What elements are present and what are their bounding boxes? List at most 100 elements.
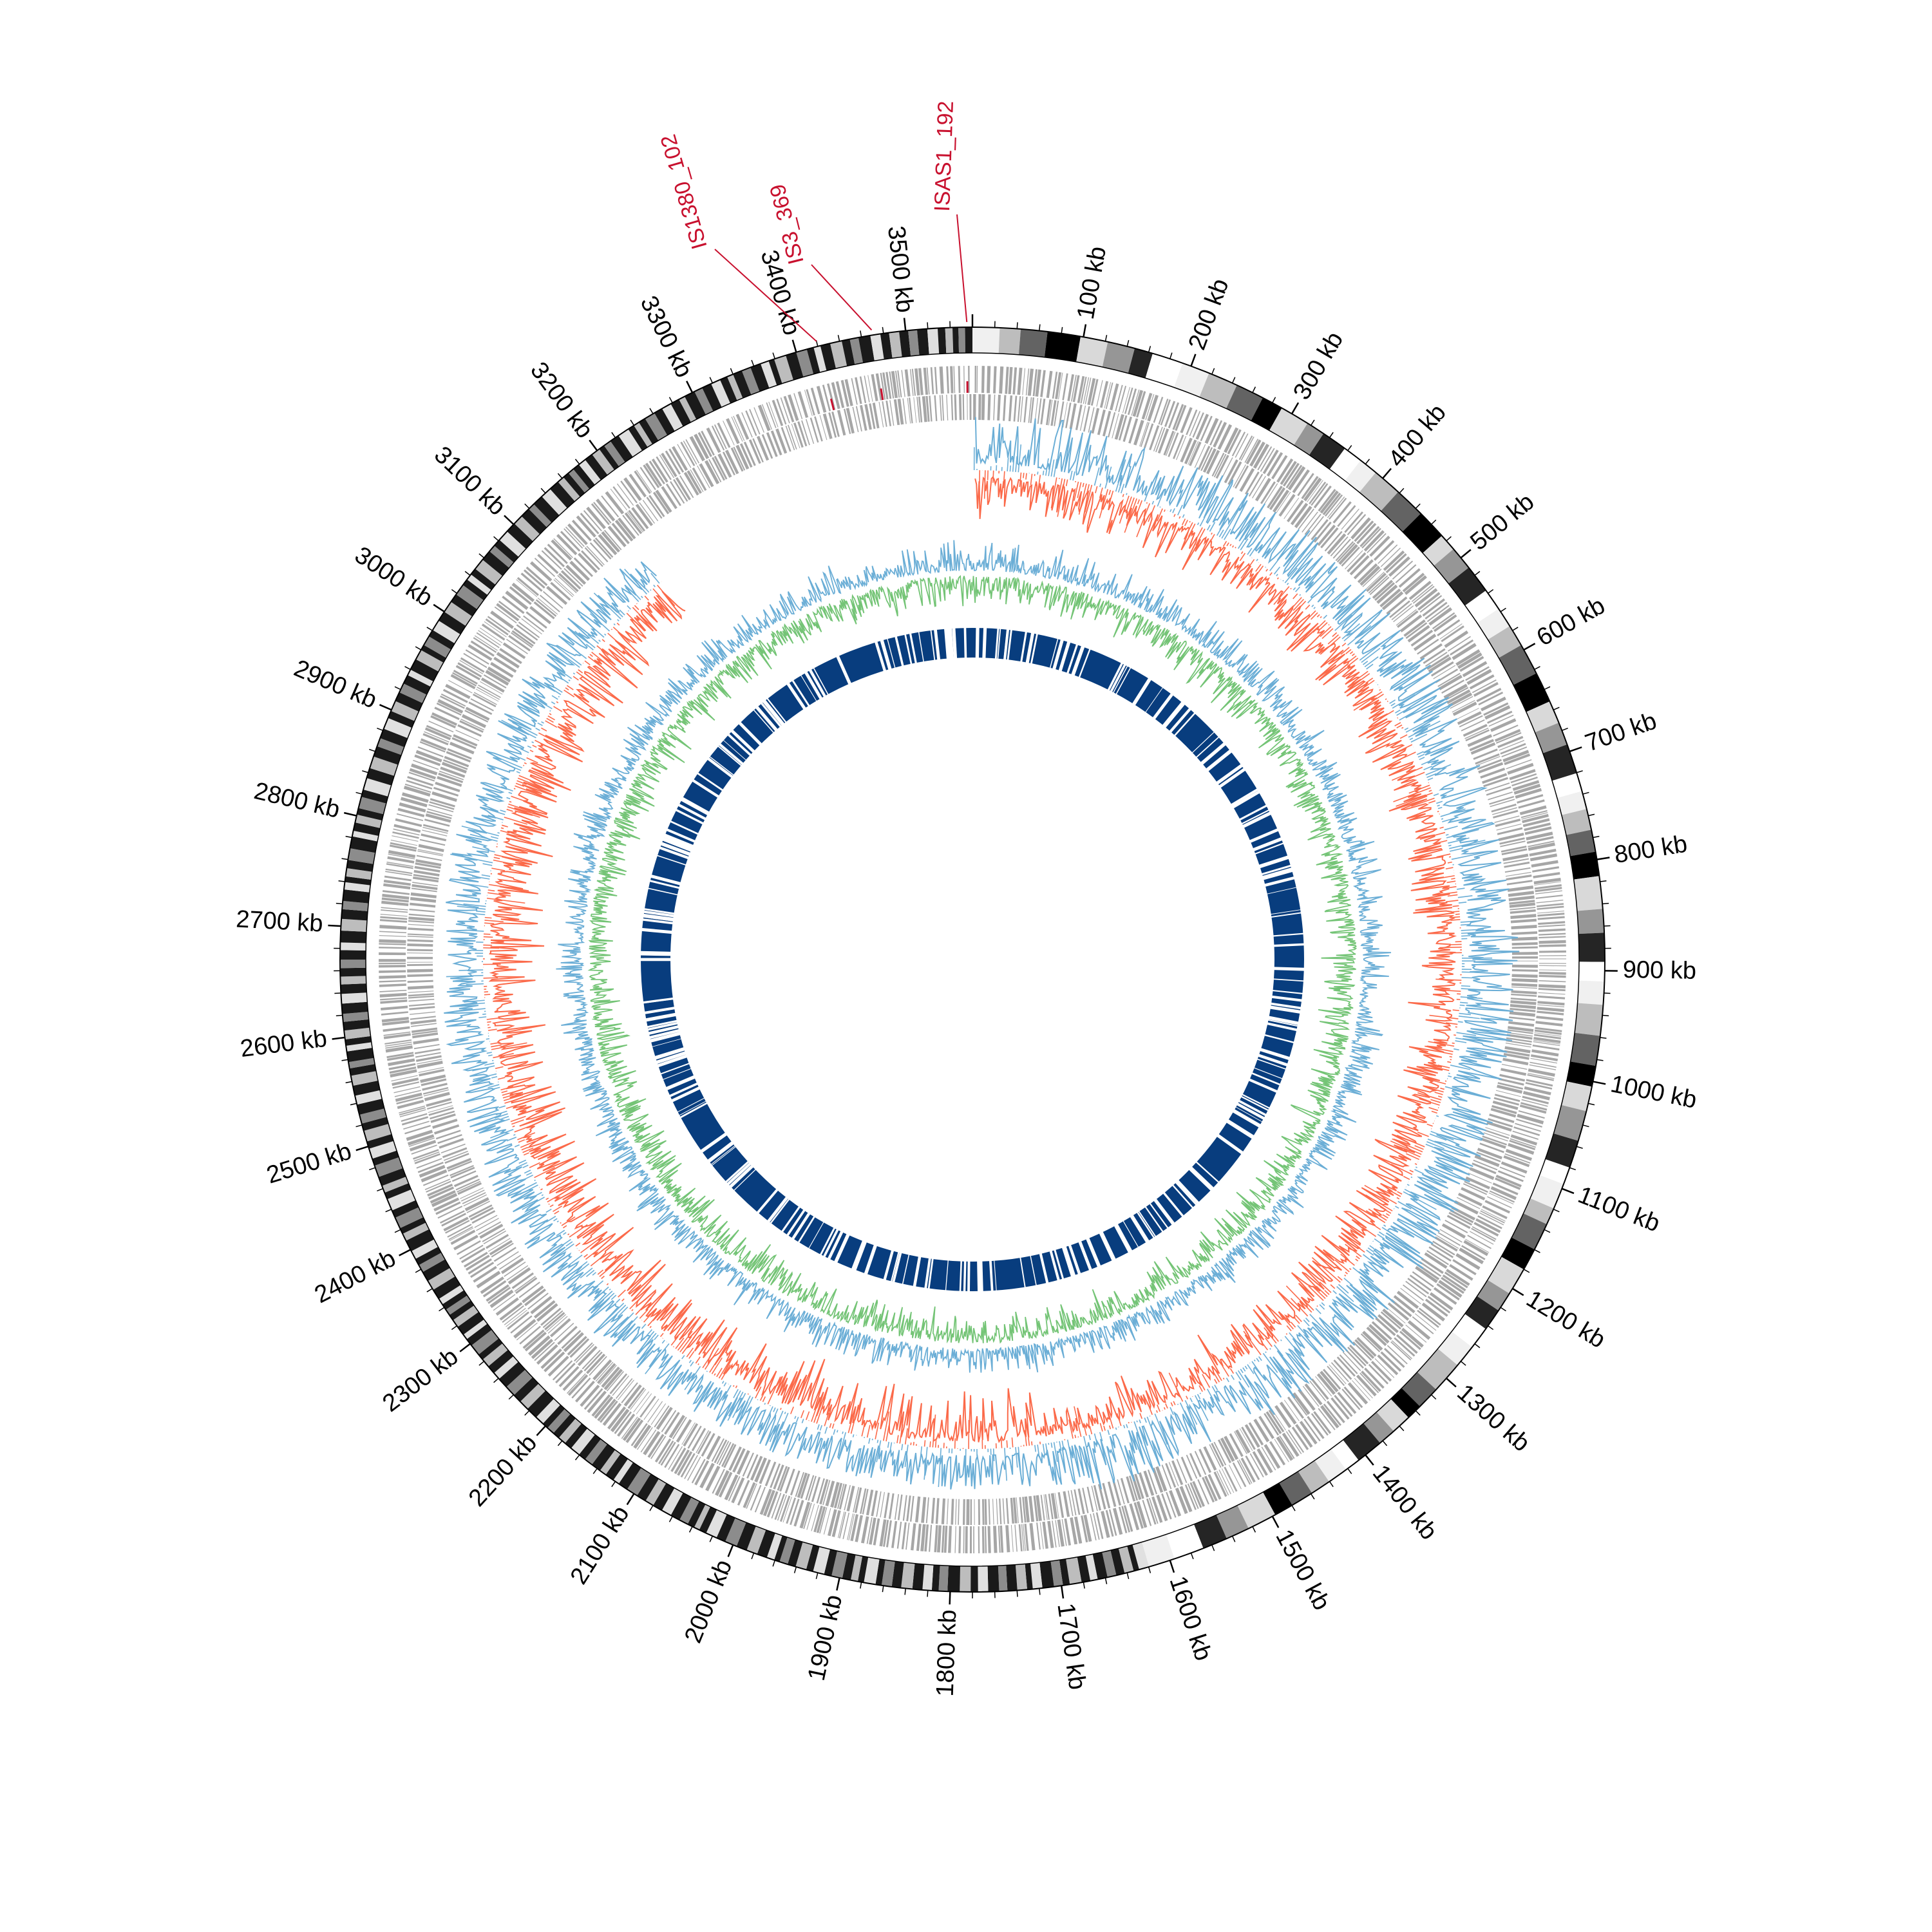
gene-feature xyxy=(487,616,511,633)
gc-skew-bar xyxy=(526,757,538,764)
gc-skew-bar xyxy=(609,1288,611,1291)
gene-feature xyxy=(440,1143,466,1154)
gene-feature xyxy=(413,759,439,770)
gene-feature xyxy=(711,425,725,451)
inner-ring-gap xyxy=(1099,1232,1114,1262)
gene-feature xyxy=(768,401,779,428)
ideogram-band xyxy=(471,1329,499,1355)
gene-feature xyxy=(819,1507,828,1534)
gene-feature xyxy=(958,1526,961,1553)
gc-skew-bar xyxy=(554,1210,560,1215)
gc-skew-bar xyxy=(553,1218,558,1222)
gc-skew-bar xyxy=(593,1286,609,1302)
gc-skew-bar xyxy=(1108,489,1112,495)
ideogram-band xyxy=(922,1564,934,1591)
gc-skew-bar xyxy=(675,1337,685,1349)
gene-feature xyxy=(630,1388,647,1410)
scale-tick xyxy=(1252,386,1256,393)
gene-feature xyxy=(825,1481,835,1506)
ideogram-band xyxy=(563,473,585,497)
gene-feature xyxy=(871,1490,878,1517)
scale-tick xyxy=(860,1582,862,1589)
gene-feature xyxy=(406,779,433,790)
gc-skew-bar xyxy=(566,685,574,690)
gene-feature xyxy=(1528,842,1555,851)
ideogram-band xyxy=(1464,1296,1499,1329)
gc-skew-bar xyxy=(904,1428,908,1444)
gene-feature xyxy=(1224,1435,1239,1460)
gc-skew-bar xyxy=(1294,586,1300,592)
gc-skew-bar xyxy=(1025,473,1027,480)
gc-skew-bar xyxy=(723,1382,727,1387)
gene-feature xyxy=(1261,1446,1276,1471)
gene-feature xyxy=(470,1262,495,1278)
gene-feature xyxy=(1095,1512,1104,1539)
gene-feature xyxy=(665,450,681,475)
gc-skew-bar xyxy=(1440,808,1466,817)
gene-feature xyxy=(1327,533,1347,555)
gc-skew-bar xyxy=(1383,1224,1387,1227)
gene-feature xyxy=(668,448,685,473)
gene-feature xyxy=(776,399,787,425)
gene-feature xyxy=(754,1457,767,1482)
gene-feature xyxy=(1519,1104,1547,1114)
ideogram-band xyxy=(542,489,567,516)
gene-feature xyxy=(781,426,791,452)
gene-feature xyxy=(1448,1211,1473,1226)
gene-feature xyxy=(450,1165,474,1177)
gene-feature xyxy=(1452,699,1475,713)
gene-feature xyxy=(647,1401,663,1423)
gene-feature xyxy=(872,402,880,429)
gene-feature xyxy=(1224,1466,1238,1492)
gene-feature xyxy=(717,453,732,478)
inner-ring-gap xyxy=(1054,1249,1065,1280)
ideogram-band xyxy=(374,746,402,765)
gc-skew-bar xyxy=(1157,488,1166,507)
gene-feature xyxy=(466,1200,491,1213)
ideogram-band xyxy=(706,1510,727,1538)
gene-feature xyxy=(1229,1433,1244,1457)
scale-tick xyxy=(709,1535,714,1542)
gene-feature xyxy=(1409,1274,1432,1291)
gene-feature xyxy=(853,1487,860,1513)
gene-feature xyxy=(516,576,539,596)
ideogram-band xyxy=(363,1124,392,1142)
gene-feature xyxy=(811,1477,821,1502)
gc-skew-bar xyxy=(1177,504,1183,516)
gc-skew-bar xyxy=(1435,978,1462,981)
ideogram-band xyxy=(603,440,625,467)
ideogram-band xyxy=(857,1556,869,1583)
gene-feature xyxy=(1145,393,1155,421)
gene-feature xyxy=(1438,1280,1463,1298)
gene-feature xyxy=(1279,1401,1297,1425)
gene-feature xyxy=(1042,1521,1048,1549)
gene-feature xyxy=(1531,1049,1559,1057)
gc-skew-bar xyxy=(716,1367,723,1378)
gene-feature xyxy=(766,432,778,457)
gene-feature xyxy=(1475,753,1500,765)
inner-ring-gap xyxy=(1122,1220,1139,1248)
gc-skew-bar xyxy=(553,1206,563,1212)
gc-skew-bar xyxy=(599,1262,616,1277)
gene-feature xyxy=(521,618,542,635)
gene-feature xyxy=(1437,1231,1461,1246)
gc-skew-bar xyxy=(520,748,529,753)
gc-skew-bar xyxy=(784,1412,786,1414)
gc-skew-bar xyxy=(686,1347,694,1358)
gene-feature xyxy=(677,444,692,468)
scale-tick xyxy=(451,1325,457,1331)
gc-skew-bar xyxy=(1419,757,1425,761)
gene-feature xyxy=(909,397,913,424)
gene-feature xyxy=(474,1215,498,1228)
gene-feature xyxy=(393,1086,421,1094)
ideogram-band xyxy=(558,477,580,502)
gene-feature xyxy=(679,475,694,498)
gene-feature xyxy=(1506,880,1533,886)
inner-ring-gap xyxy=(680,799,709,816)
gene-feature xyxy=(889,400,895,426)
gc-skew-bar xyxy=(1133,1421,1143,1444)
gene-feature xyxy=(1209,420,1223,446)
gc-skew-bar xyxy=(1057,478,1066,517)
scale-tick xyxy=(1169,1560,1175,1573)
inner-ring-gap xyxy=(800,674,817,702)
